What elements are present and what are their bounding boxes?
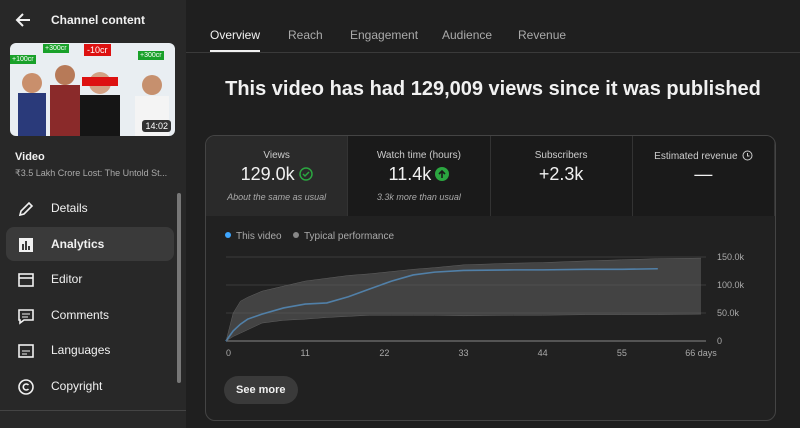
metric-tile[interactable]: Subscribers +2.3k — [490, 136, 633, 216]
x-tick-label: 44 — [538, 348, 548, 358]
metric-value: 11.4k — [348, 164, 489, 185]
check-icon — [298, 167, 313, 181]
thumb-badge: -10cr — [84, 44, 111, 56]
x-tick-label: 33 — [458, 348, 468, 358]
legend-label: This video — [236, 231, 282, 242]
thumb-badge: +100cr — [10, 55, 36, 64]
nav-icon — [18, 308, 34, 325]
nav-icon — [18, 201, 34, 217]
video-title: ₹3.5 Lakh Crore Lost: The Untold St... — [15, 168, 168, 178]
scrollbar[interactable] — [177, 193, 181, 383]
y-tick-label: 0 — [717, 336, 722, 346]
typical-band-edge — [225, 257, 702, 342]
nav-icon — [18, 378, 34, 395]
metric-tile[interactable]: Views 129.0k About the same as usual — [206, 136, 349, 216]
y-tick-label: 100.0k — [717, 280, 745, 290]
y-tick-label: 50.0k — [717, 308, 740, 318]
video-duration: 14:02 — [142, 120, 171, 132]
metric-label: Estimated revenue — [633, 150, 774, 162]
nav-icon — [18, 344, 34, 358]
video-thumbnail[interactable]: +100cr +300cr -10cr +300cr 14:02 — [10, 43, 175, 136]
divider — [0, 410, 186, 411]
legend-dot — [293, 232, 299, 238]
nav-label: Editor — [51, 272, 83, 286]
x-tick-label: 11 — [300, 348, 309, 358]
y-tick-label: 150.0k — [717, 252, 745, 262]
overview-card: Views 129.0k About the same as usual Watch … — [205, 135, 776, 421]
thumb-badge: +300cr — [43, 44, 69, 53]
thumb-badge: +300cr — [138, 51, 164, 60]
nav-label: Comments — [51, 307, 110, 322]
tab[interactable]: Overview — [210, 28, 261, 42]
nav-item[interactable]: Details — [6, 191, 174, 225]
metric-label: Views — [263, 150, 290, 161]
nav-label: Copyright — [51, 378, 103, 393]
nav-icon — [19, 237, 33, 252]
metric-label: Watch time (hours) — [376, 150, 461, 161]
metric-tile[interactable]: Estimated revenue — — [632, 136, 775, 216]
tab-underline — [210, 50, 260, 52]
nav-icon — [18, 273, 34, 287]
tab[interactable]: Audience — [442, 28, 493, 42]
nav-item[interactable]: Languages — [6, 333, 174, 367]
metric-value: 129.0k — [206, 164, 347, 185]
tab-divider — [186, 52, 800, 53]
nav-label: Languages — [51, 343, 111, 357]
x-tick-label: 66 days — [685, 348, 717, 358]
clock-icon — [742, 150, 753, 161]
x-tick-label: 55 — [617, 348, 627, 358]
x-tick-label: 22 — [379, 348, 389, 358]
see-more-button[interactable]: See more — [224, 376, 298, 404]
metric-note: 3.3k more than usual — [376, 192, 461, 202]
headline: This video has had 129,009 views since i… — [225, 78, 761, 100]
metric-tile[interactable]: Watch time (hours) 11.4k 3.3k more than us… — [348, 136, 491, 216]
nav-item[interactable]: Editor — [6, 262, 174, 296]
chart: This video Typical performance 0 50.0k 100.0… — [225, 231, 745, 358]
metric-value: — — [694, 164, 713, 184]
sidebar: Channel content +100cr +300cr -10cr +300… — [0, 0, 186, 428]
metric-value: +2.3k — [538, 164, 584, 184]
nav-item[interactable]: Copyright — [6, 369, 174, 403]
typical-band-edge — [225, 313, 702, 342]
legend-label: Typical performance — [304, 231, 394, 242]
nav-item[interactable]: Comments — [6, 298, 174, 332]
sidebar-header: Channel content — [51, 13, 146, 27]
typical-band — [226, 258, 701, 341]
back-button[interactable] — [14, 10, 34, 30]
tab[interactable]: Engagement — [350, 28, 419, 42]
nav-label: Details — [51, 201, 88, 215]
metric-note: About the same as usual — [227, 192, 327, 202]
tab[interactable]: Reach — [288, 28, 323, 42]
x-tick-label: 0 — [226, 348, 231, 358]
nav-label: Analytics — [51, 236, 105, 251]
nav-item[interactable]: Analytics — [6, 226, 174, 261]
tab[interactable]: Revenue — [518, 28, 567, 42]
up-icon — [435, 167, 450, 181]
metric-label: Subscribers — [534, 150, 588, 161]
legend-dot — [225, 232, 231, 238]
video-label: Video — [15, 151, 45, 163]
